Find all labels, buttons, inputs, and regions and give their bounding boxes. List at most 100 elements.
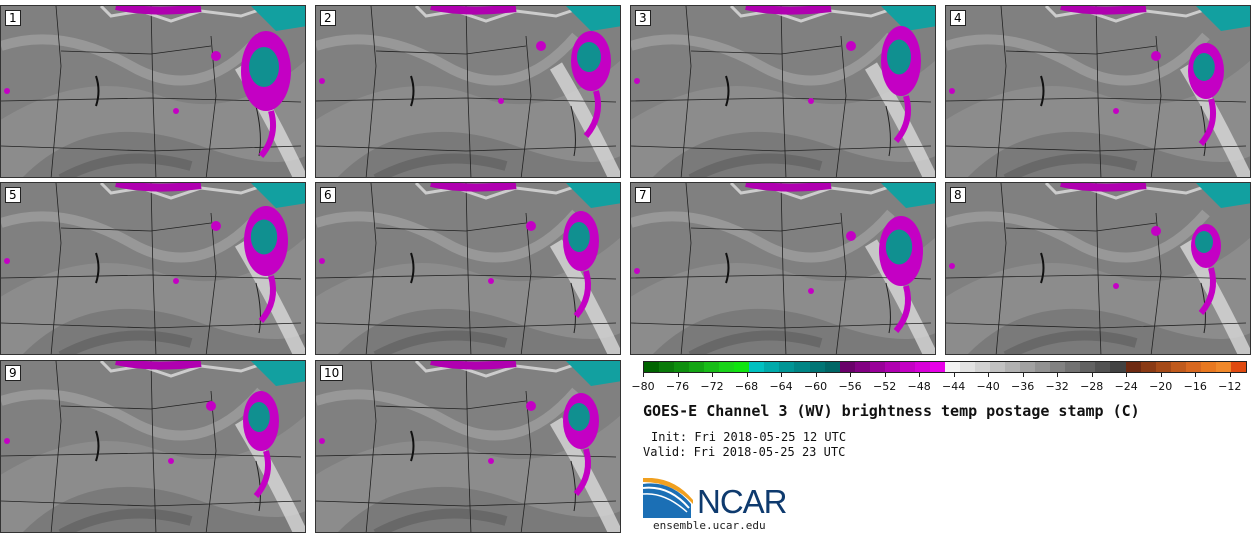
colorbar-segment	[1230, 362, 1246, 372]
colorbar-tick-label: −12	[1218, 380, 1242, 393]
colorbar-segment	[1020, 362, 1036, 372]
postage-stamp-panel: 3	[630, 5, 936, 178]
colorbar-tick-label: −24	[1114, 380, 1138, 393]
panel-number: 4	[950, 10, 966, 26]
colorbar-tick	[643, 373, 644, 377]
colorbar-tick-label: −80	[631, 380, 655, 393]
colorbar-segment	[809, 362, 825, 372]
colorbar-segment	[794, 362, 810, 372]
colorbar-segment	[839, 362, 855, 372]
colorbar-tick	[919, 373, 921, 377]
wv-map	[946, 183, 1250, 354]
colorbar-tick-label: −36	[1011, 380, 1035, 393]
panel-number: 3	[635, 10, 651, 26]
colorbar-tick	[712, 373, 714, 377]
colorbar-segment	[1215, 362, 1231, 372]
postage-stamp-panel: 4	[945, 5, 1251, 178]
colorbar-tick	[884, 373, 886, 377]
colorbar-tick	[1126, 373, 1128, 377]
colorbar-tick	[815, 373, 817, 377]
colorbar-segment	[899, 362, 915, 372]
colorbar-segment	[1035, 362, 1051, 372]
panel-number: 5	[5, 187, 21, 203]
colorbar-segment	[749, 362, 765, 372]
colorbar-tick-label: −40	[976, 380, 1000, 393]
colorbar-segment	[1005, 362, 1021, 372]
postage-stamp-panel: 9	[0, 360, 306, 533]
colorbar-tick-label: −44	[942, 380, 966, 393]
colorbar-tick	[953, 373, 955, 377]
panel-number: 2	[320, 10, 336, 26]
colorbar-tick	[850, 373, 852, 377]
colorbar-tick	[1229, 373, 1231, 377]
colorbar-segment	[1110, 362, 1126, 372]
colorbar-segment	[779, 362, 795, 372]
colorbar-tick	[1057, 373, 1059, 377]
wv-map	[631, 6, 935, 177]
colorbar-tick	[1195, 373, 1197, 377]
panel-number: 10	[320, 365, 344, 381]
wv-map	[316, 6, 620, 177]
figure-title: GOES-E Channel 3 (WV) brightness temp po…	[643, 402, 1140, 420]
colorbar-tick-label: −16	[1183, 380, 1207, 393]
colorbar-segment	[1125, 362, 1141, 372]
colorbar-segment	[944, 362, 960, 372]
colorbar-tick-label: −76	[665, 380, 690, 393]
colorbar-segment	[824, 362, 840, 372]
wv-map	[316, 361, 620, 532]
colorbar-tick	[988, 373, 990, 377]
colorbar	[643, 361, 1247, 373]
colorbar-tick	[781, 373, 783, 377]
colorbar-tick-label: −68	[734, 380, 759, 393]
colorbar-tick-label: −56	[838, 380, 862, 393]
colorbar-tick	[1160, 373, 1162, 377]
postage-stamp-panel: 5	[0, 182, 306, 355]
postage-stamp-panel: 1	[0, 5, 306, 178]
wv-map	[631, 183, 935, 354]
postage-stamp-panel: 10	[315, 360, 621, 533]
colorbar-tick-label: −28	[1080, 380, 1104, 393]
colorbar-segment	[975, 362, 991, 372]
postage-stamp-panel: 6	[315, 182, 621, 355]
colorbar-segment	[1050, 362, 1066, 372]
colorbar-segment	[689, 362, 705, 372]
wv-map	[316, 183, 620, 354]
colorbar-tick-label: −32	[1045, 380, 1069, 393]
panel-number: 1	[5, 10, 21, 26]
colorbar-segment	[764, 362, 780, 372]
postage-stamp-panel: 8	[945, 182, 1251, 355]
site-url: ensemble.ucar.edu	[653, 519, 766, 532]
init-time: Init: Fri 2018-05-25 12 UTC	[651, 430, 847, 444]
wv-map	[946, 6, 1250, 177]
wv-map	[1, 6, 305, 177]
colorbar-tick-label: −52	[872, 380, 897, 393]
colorbar-segment	[704, 362, 720, 372]
postage-stamp-panel: 7	[630, 182, 936, 355]
colorbar-segment	[959, 362, 976, 372]
colorbar-segment	[929, 362, 945, 372]
colorbar-tick	[1091, 373, 1093, 377]
wv-map	[1, 183, 305, 354]
colorbar-segment	[1185, 362, 1201, 372]
colorbar-tick	[1022, 373, 1024, 377]
colorbar-tick	[746, 373, 748, 377]
colorbar-segment	[1095, 362, 1111, 372]
ncar-logo-icon	[643, 478, 693, 518]
colorbar-segment	[674, 362, 690, 372]
colorbar-tick-label: −48	[907, 380, 931, 393]
colorbar-segment	[1065, 362, 1081, 372]
colorbar-segment	[914, 362, 930, 372]
colorbar-segment	[734, 362, 750, 372]
colorbar-segment	[1170, 362, 1186, 372]
colorbar-segment	[1200, 362, 1216, 372]
panel-number: 8	[950, 187, 966, 203]
ncar-logo-text: NCAR	[697, 483, 788, 520]
panel-number: 7	[635, 187, 651, 203]
colorbar-tick-label: −60	[803, 380, 828, 393]
colorbar-segment	[719, 362, 735, 372]
colorbar-segment	[990, 362, 1006, 372]
colorbar-segment	[1080, 362, 1096, 372]
wv-map	[1, 361, 305, 532]
colorbar-tick-label: −20	[1149, 380, 1173, 393]
colorbar-segment	[644, 362, 660, 372]
